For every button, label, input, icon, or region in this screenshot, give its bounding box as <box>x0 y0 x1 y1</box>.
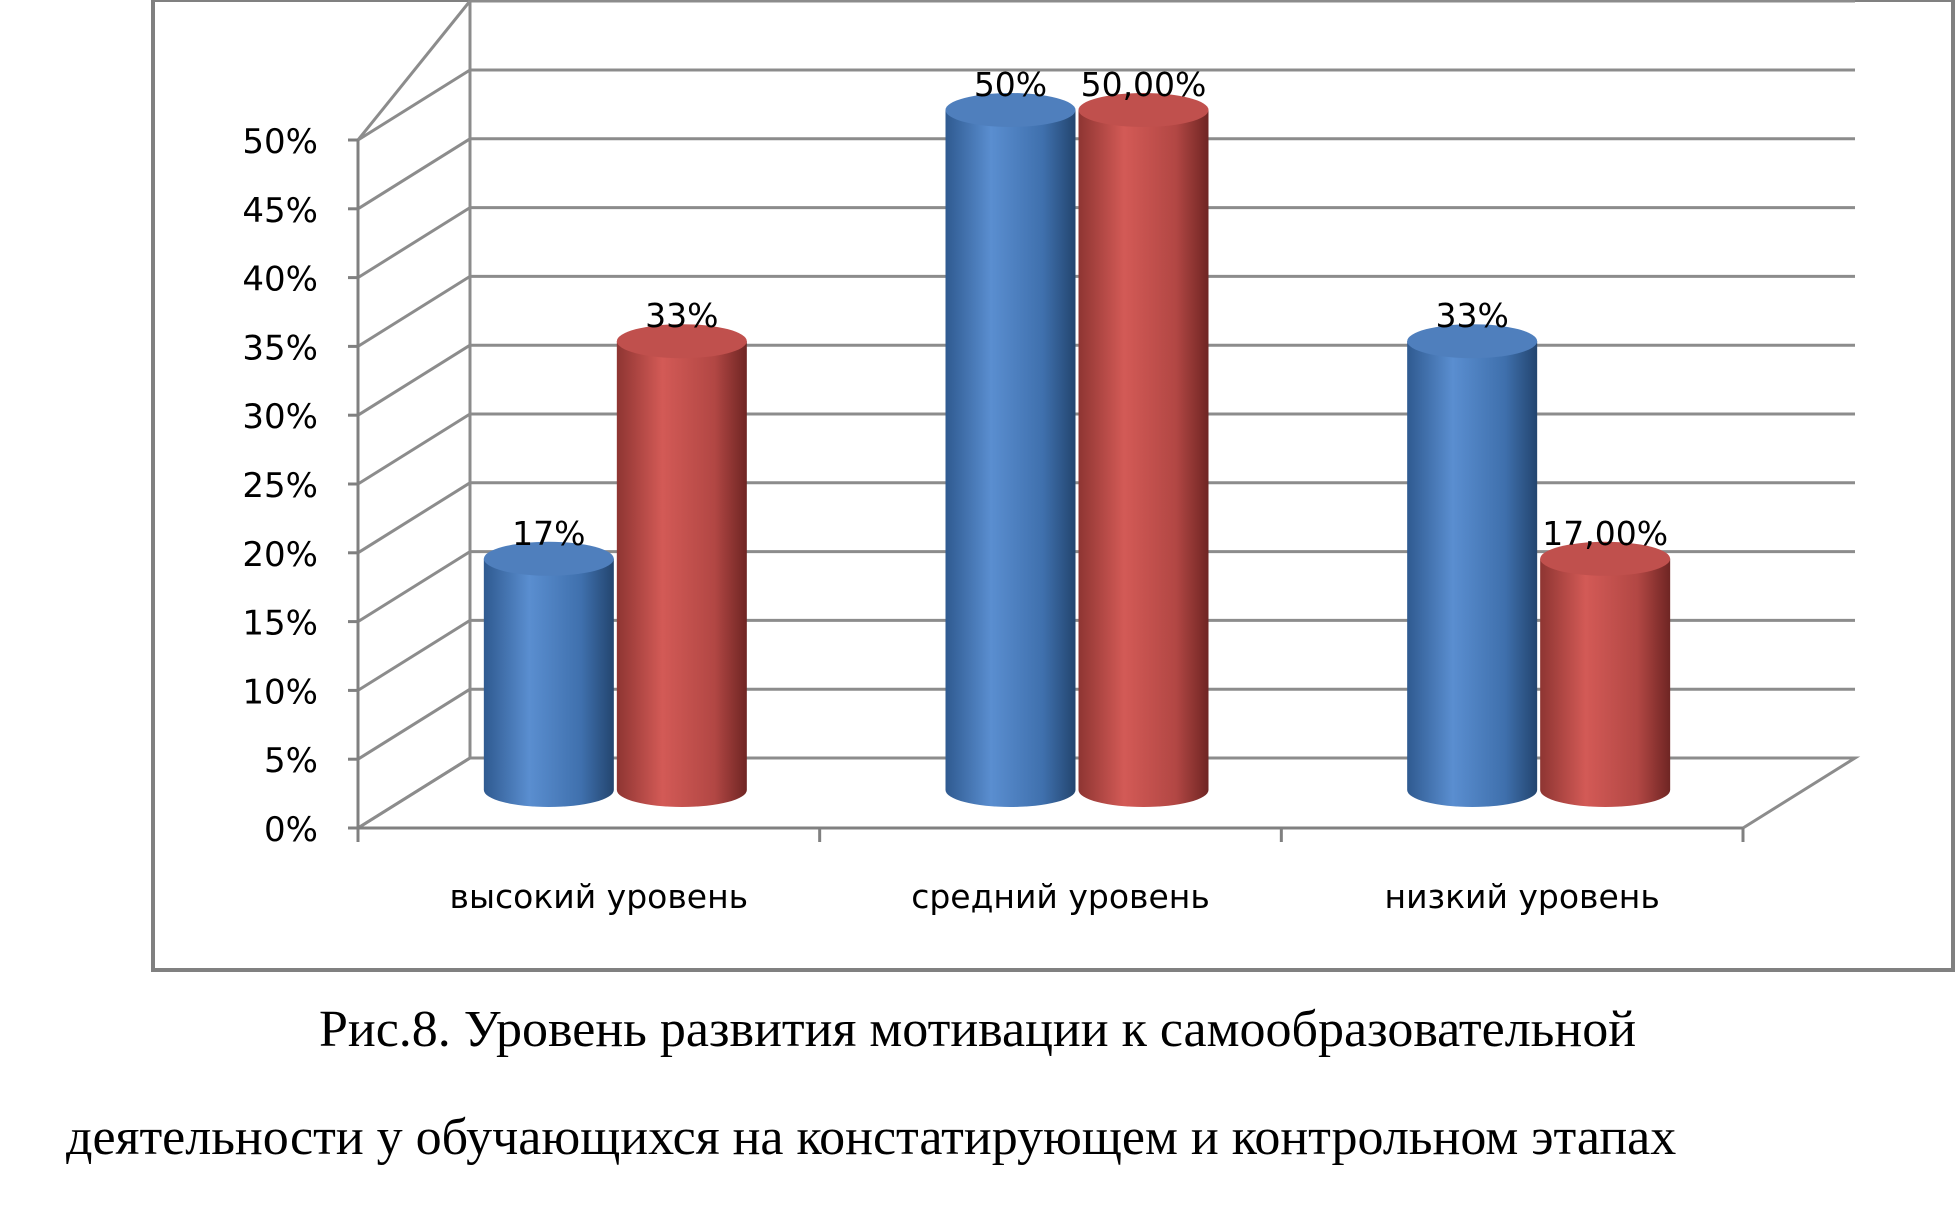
bar-top <box>483 541 614 576</box>
y-tick-label: 40% <box>242 260 318 300</box>
y-tick-label: 10% <box>242 672 318 712</box>
gridline-side <box>357 412 471 486</box>
data-label: 50% <box>974 65 1047 104</box>
bar-top <box>1407 324 1538 359</box>
figure-caption-line-2: деятельности у обучающихся на констатиру… <box>66 1109 1677 1166</box>
data-label: 17% <box>512 514 585 553</box>
gridline-side <box>357 756 471 830</box>
labels: высокий уровень средний уровень низкий уро… <box>450 65 1669 916</box>
y-tick-label: 0% <box>264 810 318 850</box>
bar-cylinder <box>616 341 747 807</box>
gridline-side <box>357 687 471 761</box>
gridline-side <box>357 206 471 279</box>
bar-cylinder <box>483 558 614 807</box>
bar-cylinder <box>1407 341 1538 807</box>
x-tick-label: высокий уровень <box>450 877 749 916</box>
data-label: 33% <box>1435 296 1508 335</box>
data-label: 50,00% <box>1081 65 1207 104</box>
gridline-side <box>357 481 471 555</box>
axes: 0% 5% 10% 15% 20% 25% 30% 35% 40% 45% 50% <box>242 1 1745 850</box>
bar-top <box>945 93 1076 127</box>
data-label: 17,00% <box>1542 514 1668 553</box>
gridline-side <box>357 343 471 417</box>
x-tick-label: низкий уровень <box>1385 877 1660 916</box>
gridline-side <box>357 550 471 623</box>
y-tick-label: 15% <box>242 604 318 644</box>
bar-cylinder <box>945 110 1076 807</box>
gridline-side <box>357 275 471 348</box>
gridline-side <box>356 0 472 141</box>
y-tick-label: 50% <box>242 122 318 162</box>
figure-caption-line-1: Рис.8. Уровень развития мотивации к само… <box>318 1001 1637 1058</box>
y-tick-label: 45% <box>242 191 318 231</box>
bar-cylinder <box>1540 558 1671 807</box>
gridline-side <box>357 619 471 692</box>
bar-top <box>1540 541 1671 576</box>
y-tick-label: 30% <box>242 397 318 437</box>
data-label: 33% <box>645 296 718 335</box>
gridline-side <box>357 68 471 142</box>
gridline-side <box>357 137 471 211</box>
y-tick-label: 5% <box>264 741 318 781</box>
bar-top <box>1078 93 1209 127</box>
y-tick-label: 25% <box>242 466 318 506</box>
y-tick-label: 20% <box>242 535 318 575</box>
bar-top <box>616 324 747 359</box>
bars <box>483 93 1671 807</box>
x-tick-label: средний уровень <box>911 877 1210 916</box>
bar-cylinder <box>1078 110 1209 807</box>
y-tick-label: 35% <box>242 328 318 368</box>
